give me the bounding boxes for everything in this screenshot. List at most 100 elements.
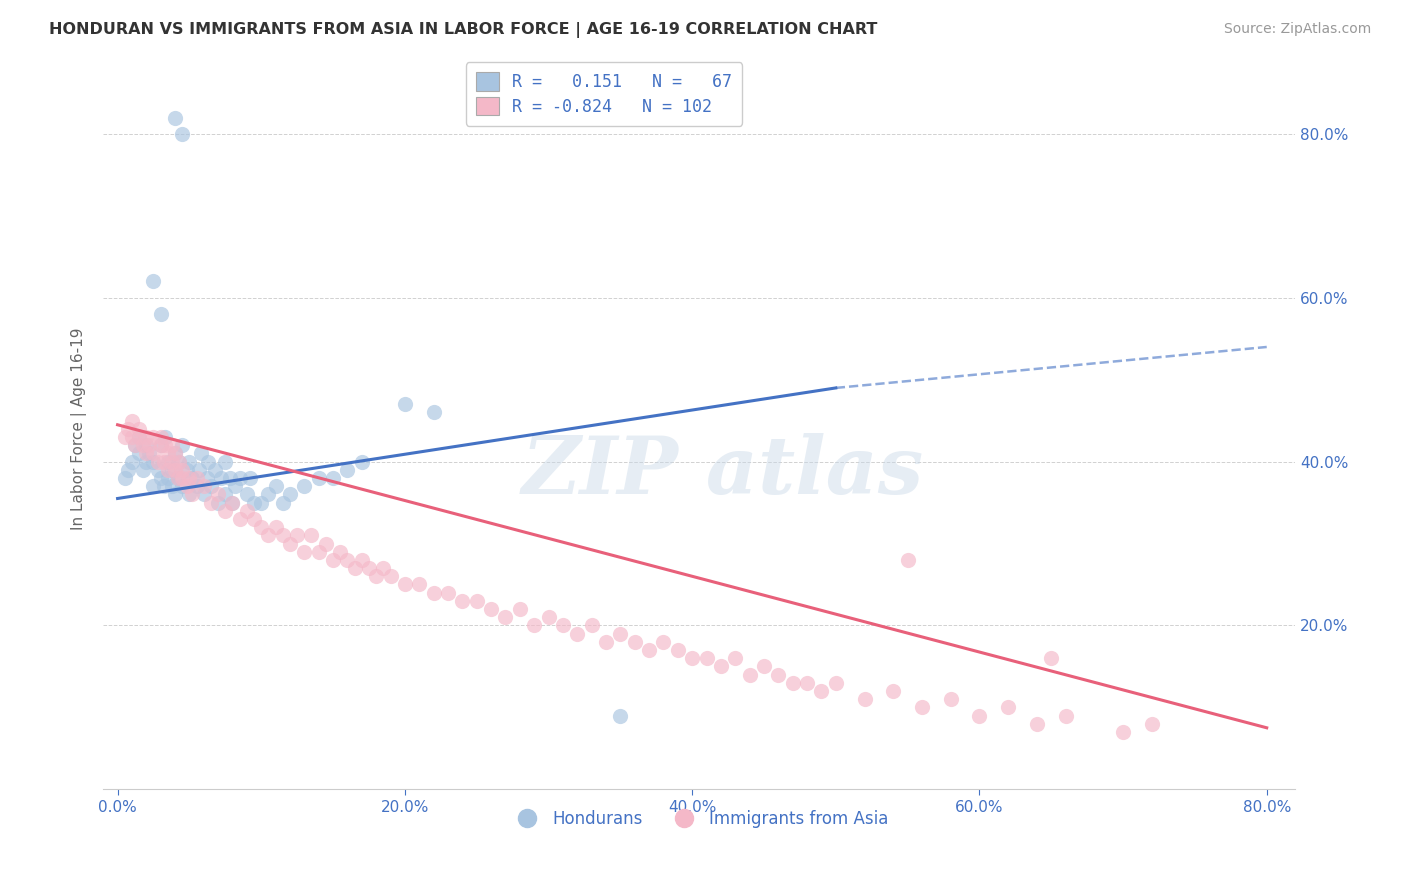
Point: [911, 700, 934, 714]
Point: [897, 553, 920, 567]
Point: [308, 471, 330, 485]
Point: [221, 495, 243, 509]
Point: [796, 675, 818, 690]
Point: [366, 569, 388, 583]
Point: [437, 585, 460, 599]
Point: [152, 455, 174, 469]
Point: [357, 561, 380, 575]
Point: [623, 635, 645, 649]
Point: [595, 635, 617, 649]
Point: [214, 504, 236, 518]
Point: [285, 528, 308, 542]
Point: [336, 463, 359, 477]
Point: [271, 528, 294, 542]
Point: [509, 602, 531, 616]
Point: [156, 471, 179, 485]
Point: [738, 667, 761, 681]
Point: [190, 446, 212, 460]
Point: [882, 684, 904, 698]
Point: [195, 471, 218, 485]
Point: [652, 635, 675, 649]
Point: [135, 438, 157, 452]
Point: [257, 487, 280, 501]
Point: [149, 307, 172, 321]
Point: [581, 618, 603, 632]
Text: HONDURAN VS IMMIGRANTS FROM ASIA IN LABOR FORCE | AGE 16-19 CORRELATION CHART: HONDURAN VS IMMIGRANTS FROM ASIA IN LABO…: [49, 22, 877, 38]
Point: [117, 422, 139, 436]
Point: [1112, 725, 1135, 739]
Point: [1025, 716, 1047, 731]
Point: [160, 463, 183, 477]
Point: [160, 479, 183, 493]
Point: [176, 463, 198, 477]
Point: [128, 422, 150, 436]
Point: [200, 495, 222, 509]
Point: [163, 446, 186, 460]
Point: [422, 585, 444, 599]
Point: [142, 275, 165, 289]
Point: [681, 651, 703, 665]
Point: [124, 438, 146, 452]
Point: [153, 438, 176, 452]
Point: [224, 479, 246, 493]
Point: [494, 610, 516, 624]
Point: [465, 594, 488, 608]
Point: [292, 479, 315, 493]
Point: [186, 471, 208, 485]
Point: [200, 479, 222, 493]
Point: [236, 504, 259, 518]
Point: [149, 438, 172, 452]
Point: [322, 553, 344, 567]
Point: [228, 512, 250, 526]
Point: [380, 569, 402, 583]
Point: [343, 561, 366, 575]
Point: [181, 487, 204, 501]
Point: [167, 471, 190, 485]
Point: [710, 659, 733, 673]
Point: [336, 553, 359, 567]
Point: [696, 651, 718, 665]
Point: [163, 111, 186, 125]
Point: [163, 463, 186, 477]
Point: [163, 446, 186, 460]
Point: [768, 667, 790, 681]
Point: [121, 414, 143, 428]
Point: [666, 643, 689, 657]
Point: [135, 430, 157, 444]
Point: [214, 455, 236, 469]
Point: [204, 463, 226, 477]
Point: [188, 463, 211, 477]
Point: [479, 602, 502, 616]
Point: [810, 684, 832, 698]
Point: [146, 455, 169, 469]
Point: [149, 471, 172, 485]
Point: [292, 545, 315, 559]
Point: [939, 692, 962, 706]
Point: [172, 127, 194, 141]
Point: [551, 618, 574, 632]
Point: [638, 643, 661, 657]
Text: Source: ZipAtlas.com: Source: ZipAtlas.com: [1223, 22, 1371, 37]
Point: [160, 438, 183, 452]
Point: [160, 455, 183, 469]
Point: [250, 495, 273, 509]
Point: [128, 430, 150, 444]
Point: [193, 487, 215, 501]
Point: [609, 626, 631, 640]
Point: [138, 438, 160, 452]
Point: [179, 455, 201, 469]
Point: [121, 430, 143, 444]
Point: [218, 471, 240, 485]
Point: [142, 446, 165, 460]
Point: [243, 495, 266, 509]
Point: [142, 430, 165, 444]
Point: [271, 495, 294, 509]
Point: [163, 487, 186, 501]
Point: [176, 479, 198, 493]
Point: [373, 561, 395, 575]
Point: [239, 471, 262, 485]
Point: [209, 471, 232, 485]
Point: [308, 545, 330, 559]
Point: [301, 528, 323, 542]
Point: [236, 487, 259, 501]
